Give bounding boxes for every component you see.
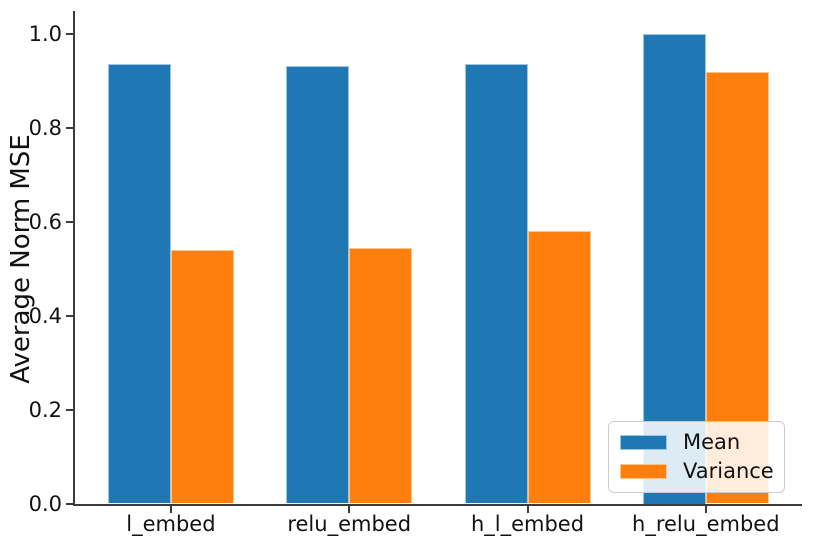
legend: Mean Variance (608, 421, 785, 493)
y-tick (66, 314, 73, 317)
mean-color-swatch (620, 435, 667, 450)
y-tick (66, 126, 73, 129)
bar-variance-relu_embed (349, 247, 413, 504)
x-tick-label: h_relu_embed (632, 512, 780, 536)
y-tick-label: 0.6 (28, 209, 62, 234)
y-tick (66, 502, 73, 505)
y-tick-label: 0.8 (28, 115, 62, 140)
x-tick-label: l_embed (126, 512, 216, 536)
legend-label-mean: Mean (683, 430, 741, 454)
legend-label-variance: Variance (683, 459, 774, 483)
y-tick-label: 0.2 (28, 397, 62, 422)
bar-variance-h_l_embed (527, 231, 591, 504)
x-axis-spine (73, 503, 802, 506)
y-tick (66, 220, 73, 223)
x-tick (526, 505, 529, 513)
y-axis-spine (73, 11, 75, 506)
y-tick (66, 33, 73, 35)
bar-variance-l_embed (170, 249, 234, 504)
x-tick (704, 505, 707, 513)
y-axis-label: Average Norm MSE (6, 134, 36, 384)
variance-color-swatch (620, 464, 667, 479)
x-tick (169, 505, 172, 513)
legend-item-mean: Mean (620, 432, 784, 453)
x-tick (348, 505, 351, 513)
y-tick-label: 0.0 (28, 491, 62, 516)
legend-item-variance: Variance (620, 461, 784, 482)
x-tick-label: h_l_embed (470, 512, 585, 536)
y-tick (66, 408, 73, 411)
bar-mean-relu_embed (286, 65, 350, 504)
bar-mean-l_embed (107, 63, 171, 504)
y-tick-label: 1.0 (28, 22, 62, 46)
y-tick-label: 0.4 (28, 303, 62, 328)
x-tick-label: relu_embed (287, 512, 412, 536)
bar-mean-h_l_embed (464, 63, 528, 504)
